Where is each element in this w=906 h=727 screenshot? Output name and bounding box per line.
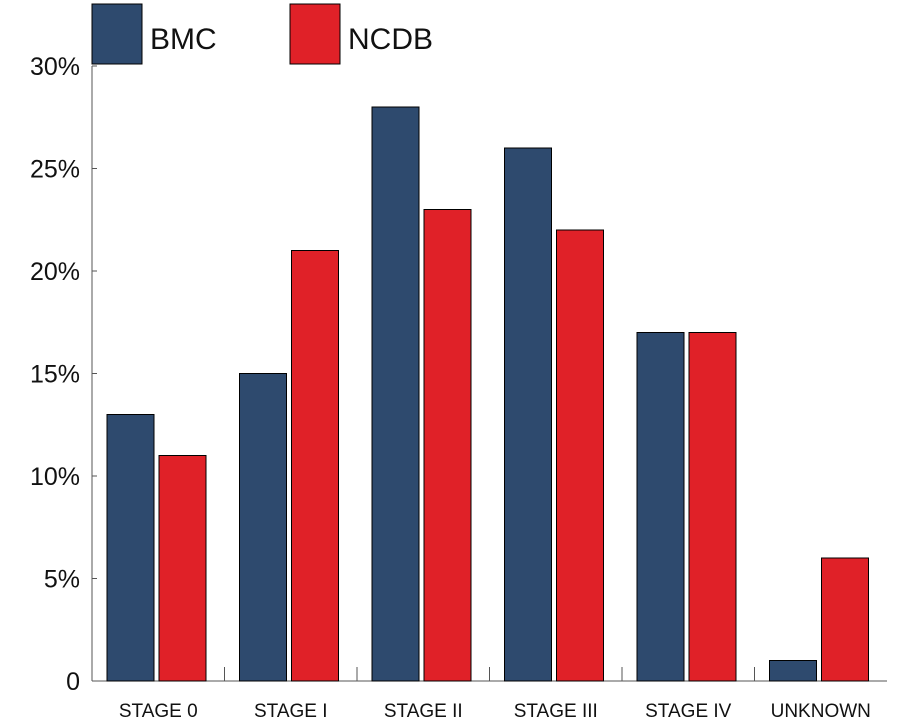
legend: BMC NCDB [91,3,433,65]
legend-swatch-ncdb [289,3,341,65]
y-tick-label: 5% [44,566,80,594]
legend-swatch-bmc [91,3,143,65]
y-tick-label: 15% [30,361,80,389]
bar-bmc-stage-iv [636,332,685,682]
x-tick-label: STAGE 0 [119,701,198,722]
bar-ncdb-stage-iii [556,229,604,682]
bar-ncdb-stage-0 [158,455,207,682]
bar-ncdb-stage-ii [423,209,472,682]
x-tick-label: STAGE III [514,701,598,722]
bar-bmc-stage-i [239,373,287,682]
y-tick-label: 25% [30,156,80,184]
x-tick-label: UNKNOWN [771,701,871,722]
x-tick-label: STAGE IV [645,701,732,722]
bar-bmc-stage-0 [106,414,155,682]
y-axis: 0 5% 10% 15% 20% 25% 30% [30,53,97,696]
bar-bmc-stage-ii [371,106,420,682]
bars [106,106,869,682]
legend-label-ncdb: NCDB [348,23,433,56]
x-axis: STAGE 0 STAGE I STAGE II STAGE III STAGE IV U… [119,667,871,722]
y-tick-label: 30% [30,53,80,81]
legend-label-bmc: BMC [150,23,217,56]
bar-ncdb-stage-iv [688,332,737,682]
bar-ncdb-stage-i [291,250,339,682]
y-tick-label: 10% [30,463,80,491]
y-tick-label: 20% [30,258,80,286]
bar-bmc-unknown [769,660,817,682]
x-tick-label: STAGE II [384,701,463,722]
bar-ncdb-unknown [821,557,869,682]
y-tick-label: 0 [66,668,80,696]
bar-bmc-stage-iii [504,147,552,682]
x-tick-label: STAGE I [254,701,328,722]
